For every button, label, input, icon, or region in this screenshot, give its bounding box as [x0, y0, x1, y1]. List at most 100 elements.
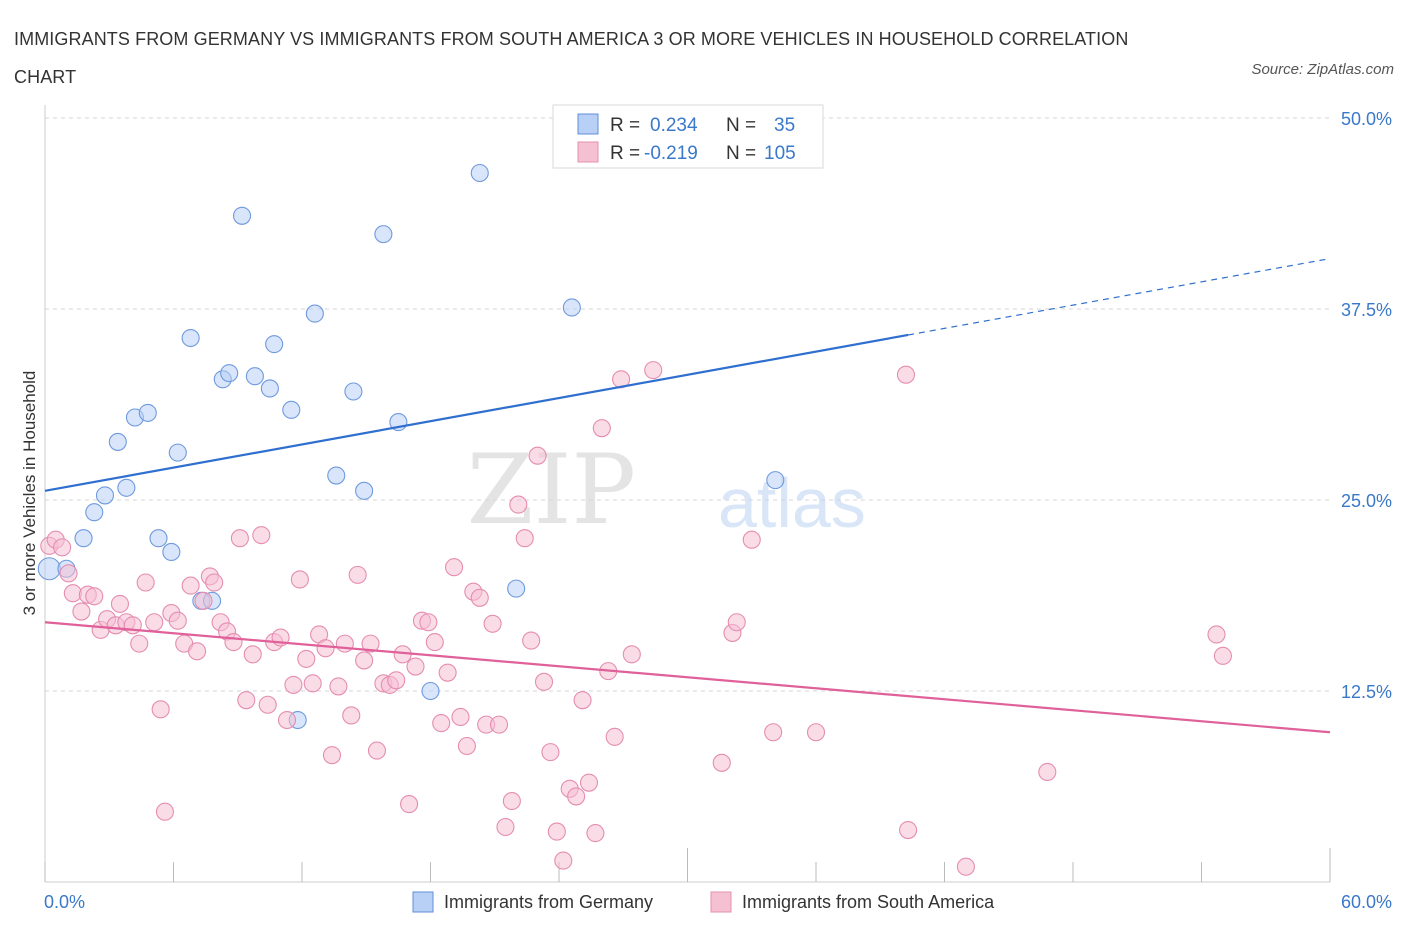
germany-point	[766, 471, 785, 490]
source-label: Source: ZipAtlas.com	[1251, 61, 1394, 78]
germany-point	[374, 225, 393, 244]
south-america-point	[956, 857, 975, 876]
axes	[44, 105, 1331, 883]
south-america-point	[541, 743, 560, 762]
south-america-point	[534, 672, 554, 691]
south-america-point	[348, 565, 367, 584]
legend-swatch-south-america	[710, 891, 732, 913]
south-america-trend-line	[44, 621, 1331, 734]
germany-point	[260, 379, 279, 398]
germany-point	[470, 163, 489, 183]
south-america-point	[367, 741, 387, 760]
stats-r-value-germany: 0.234	[650, 115, 698, 136]
south-america-point	[489, 715, 509, 734]
south-america-point	[258, 695, 277, 714]
south-america-point	[425, 633, 444, 652]
south-america-point	[72, 602, 91, 621]
south-america-point	[586, 824, 605, 843]
south-america-point	[145, 613, 164, 632]
south-america-point	[322, 746, 342, 765]
south-america-point	[644, 361, 663, 380]
south-america-point	[284, 675, 303, 694]
south-america-point	[290, 570, 309, 589]
germany-point	[327, 466, 346, 485]
south-america-point	[85, 587, 104, 606]
south-america-point	[130, 634, 149, 653]
south-america-point	[136, 573, 155, 592]
south-america-point	[554, 851, 573, 870]
germany-point	[232, 206, 252, 225]
grid-lines	[45, 117, 1330, 692]
south-america-point	[297, 649, 316, 668]
south-america-point	[53, 538, 72, 557]
south-america-point	[194, 591, 213, 610]
watermark-atlas: atlas	[718, 464, 866, 542]
legend-label-south-america: Immigrants from South America	[742, 892, 995, 912]
south-america-point	[181, 576, 200, 595]
south-america-point	[470, 588, 489, 607]
germany-point	[74, 529, 93, 548]
germany-trend-line	[44, 333, 909, 492]
chart-title: IMMIGRANTS FROM GERMANY VS IMMIGRANTS FR…	[14, 29, 1129, 87]
germany-point	[37, 557, 61, 581]
south-america-point	[406, 657, 425, 676]
south-america-point	[509, 495, 528, 514]
germany-point	[95, 486, 115, 505]
south-america-point	[400, 795, 419, 814]
south-america-point	[63, 584, 82, 603]
south-america-point	[515, 529, 534, 548]
stats-n-label-south-america: N =	[726, 143, 756, 164]
y-tick-label: 50.0%	[1341, 109, 1392, 129]
legend-label-germany: Immigrants from Germany	[444, 892, 653, 912]
south-america-point	[151, 700, 170, 719]
south-america-point	[764, 723, 783, 742]
south-america-point	[355, 651, 374, 670]
south-america-point	[605, 727, 624, 746]
watermark: ZIP atlas	[467, 434, 866, 546]
south-america-point	[483, 614, 502, 633]
x-tick-label-min: 0.0%	[44, 892, 85, 912]
germany-point	[421, 681, 440, 701]
stats-r-label-south-america: R =	[610, 143, 640, 164]
south-america-point	[224, 633, 243, 652]
south-america-point	[252, 526, 271, 545]
stats-n-value-south-america: 105	[764, 143, 796, 164]
south-america-point	[445, 558, 464, 577]
south-america-point	[579, 773, 599, 792]
south-america-point	[547, 822, 566, 841]
south-america-point	[432, 714, 451, 733]
germany-point	[282, 400, 301, 419]
south-america-point	[712, 753, 731, 772]
south-america-point	[316, 639, 335, 658]
south-america-point	[806, 723, 826, 742]
south-america-point	[496, 817, 515, 837]
south-america-point	[1038, 762, 1057, 782]
south-america-point	[335, 634, 354, 653]
south-america-point	[451, 707, 470, 727]
germany-point	[162, 542, 181, 562]
south-america-point	[110, 594, 130, 613]
south-america-point	[243, 645, 262, 664]
stats-n-value-germany: 35	[774, 115, 795, 136]
south-america-point	[419, 613, 438, 632]
germany-point	[220, 364, 239, 383]
y-tick-label: 12.5%	[1341, 682, 1392, 702]
south-america-point	[592, 419, 611, 438]
south-america-point	[528, 446, 547, 465]
germany-point	[245, 367, 264, 386]
watermark-zip: ZIP	[467, 434, 636, 546]
stats-r-label-germany: R =	[610, 115, 640, 136]
south-america-point	[361, 634, 380, 653]
south-america-point	[742, 530, 761, 549]
south-america-point	[230, 529, 249, 548]
y-tick-label: 25.0%	[1341, 491, 1392, 511]
south-america-point	[59, 564, 78, 583]
germany-point	[265, 335, 284, 354]
germany-point	[149, 529, 168, 548]
south-america-point	[155, 802, 174, 821]
south-america-point	[237, 691, 256, 710]
germany-point	[507, 579, 526, 598]
stats-swatch-germany	[577, 113, 599, 135]
south-america-point	[168, 611, 187, 630]
